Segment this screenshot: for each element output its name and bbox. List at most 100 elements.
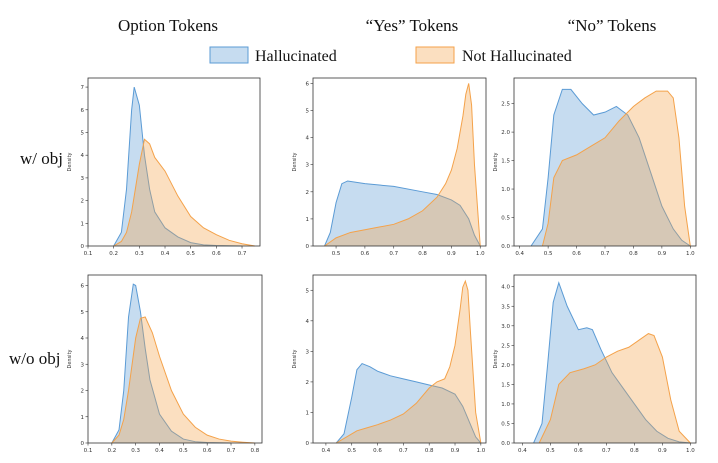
x-tick-label: 0.6 — [203, 448, 212, 454]
chart-panel-3: 0.4 0.5 0.6 0.7 0.8 0.9 1.0 0.0 0.5 1.0 1.5 2.0 2.5 D… — [493, 77, 697, 257]
y-tick-label: 1.0 — [501, 402, 510, 408]
x-tick-label: 0.8 — [418, 251, 427, 257]
x-tick-label: 0.3 — [135, 251, 144, 257]
density-area-not-hallucinated — [111, 317, 255, 443]
x-tick-label: 0.5 — [544, 251, 553, 257]
x-tick-label: 0.5 — [546, 448, 555, 454]
x-tick-label: 0.9 — [447, 251, 456, 257]
axes-frame — [87, 77, 261, 247]
axes-frame — [513, 274, 697, 444]
y-axis-label: Density — [292, 152, 298, 171]
y-tick-label: 1 — [306, 410, 310, 416]
y-tick-label: 2 — [81, 199, 85, 205]
chart-panel-4: 0.1 0.2 0.3 0.4 0.5 0.6 0.7 0.8 0 1 2 3 4 5 6 Density — [67, 274, 263, 454]
density-area-not-hallucinated — [113, 139, 255, 246]
density-line-hallucinated — [113, 86, 243, 247]
y-tick-label: 5 — [81, 310, 85, 316]
density-area-hallucinated — [533, 282, 691, 443]
chart-panel-1: 0.1 0.2 0.3 0.4 0.5 0.6 0.7 0 1 2 3 4 5 6 7 Density — [67, 77, 261, 257]
y-tick-label: 2 — [81, 389, 85, 395]
density-area-not-hallucinated — [542, 91, 691, 246]
plot-area — [313, 78, 486, 246]
y-tick-label: 3 — [81, 176, 85, 182]
density-line-not-hallucinated — [111, 316, 255, 444]
x-tick-label: 0.4 — [155, 448, 164, 454]
x-tick-label: 0.4 — [322, 448, 331, 454]
x-tick-label: 0.6 — [361, 251, 370, 257]
density-line-not-hallucinated — [335, 279, 482, 444]
x-tick-label: 0.5 — [179, 448, 188, 454]
y-tick-label: 4.0 — [501, 285, 510, 291]
plot-area — [88, 275, 262, 443]
density-area-hallucinated — [336, 363, 481, 443]
density-area-hallucinated — [531, 89, 691, 246]
row-labels: w/ obj w/o obj — [9, 149, 63, 368]
y-tick-label: 1.5 — [501, 382, 510, 388]
x-tick-label: 0.7 — [227, 448, 236, 454]
x-tick-label: 1.0 — [686, 251, 695, 257]
x-tick-label: 0.6 — [373, 448, 382, 454]
y-tick-label: 2.5 — [501, 102, 510, 108]
y-axis-label: Density — [493, 152, 499, 171]
legend-label-not-hallucinated: Not Hallucinated — [462, 48, 572, 65]
y-axis-label: Density — [67, 152, 73, 171]
x-tick-label: 0.7 — [389, 251, 398, 257]
x-tick-label: 0.2 — [107, 448, 116, 454]
legend-swatch-hallucinated — [209, 46, 249, 64]
y-tick-label: 4 — [306, 136, 310, 142]
x-tick-label: 0.1 — [84, 251, 93, 257]
y-axis-label: Density — [493, 349, 499, 368]
y-tick-label: 0 — [81, 441, 85, 447]
y-tick-label: 1 — [81, 415, 85, 421]
x-tick-label: 0.4 — [518, 448, 527, 454]
y-tick-label: 3.5 — [501, 304, 510, 310]
x-tick-label: 0.4 — [161, 251, 170, 257]
y-tick-label: 1 — [306, 217, 310, 223]
y-tick-label: 3 — [81, 362, 85, 368]
y-tick-label: 2.5 — [501, 343, 510, 349]
density-line-hallucinated — [335, 362, 482, 444]
density-line-hallucinated — [324, 180, 481, 247]
y-tick-label: 3 — [306, 163, 310, 169]
chart-panel-6: 0.4 0.5 0.6 0.7 0.8 0.9 1.0 0.0 0.5 1.0 1.5 2.0 2.5 3… — [493, 274, 697, 454]
y-tick-label: 4 — [81, 153, 85, 159]
y-tick-label: 3 — [306, 349, 310, 355]
density-area-not-hallucinated — [324, 83, 481, 246]
y-tick-label: 2 — [306, 190, 310, 196]
plot-area — [313, 275, 486, 443]
y-tick-label: 0 — [306, 244, 310, 250]
y-tick-label: 0 — [81, 244, 85, 250]
axes-frame — [312, 274, 487, 444]
x-tick-label: 0.5 — [186, 251, 195, 257]
plot-area — [514, 78, 696, 246]
y-tick-label: 2 — [306, 380, 310, 386]
x-tick-label: 0.8 — [425, 448, 434, 454]
x-tick-label: 1.0 — [476, 251, 485, 257]
y-tick-label: 3.0 — [501, 324, 510, 330]
plot-area — [88, 78, 260, 246]
x-tick-label: 0.8 — [629, 251, 638, 257]
row-label-with-obj: w/ obj — [20, 149, 63, 168]
y-tick-label: 5 — [306, 109, 310, 115]
density-area-not-hallucinated — [336, 281, 481, 443]
x-tick-label: 0.6 — [572, 251, 581, 257]
col-title-option: Option Tokens — [118, 16, 218, 35]
x-tick-label: 0.7 — [238, 251, 247, 257]
y-tick-label: 0.5 — [501, 421, 510, 427]
x-tick-label: 0.9 — [451, 448, 460, 454]
y-tick-label: 0.0 — [501, 244, 510, 250]
y-tick-label: 1.5 — [501, 159, 510, 165]
x-tick-label: 1.0 — [686, 448, 695, 454]
axes-frame — [87, 274, 263, 444]
y-tick-label: 4 — [306, 319, 310, 325]
y-tick-label: 0 — [306, 441, 310, 447]
y-axis-label: Density — [67, 349, 73, 368]
y-tick-label: 5 — [306, 288, 310, 294]
y-tick-label: 1.0 — [501, 187, 510, 193]
y-tick-label: 5 — [81, 130, 85, 136]
density-line-hallucinated — [111, 283, 232, 444]
y-tick-label: 1 — [81, 221, 85, 227]
x-tick-label: 0.7 — [601, 251, 610, 257]
